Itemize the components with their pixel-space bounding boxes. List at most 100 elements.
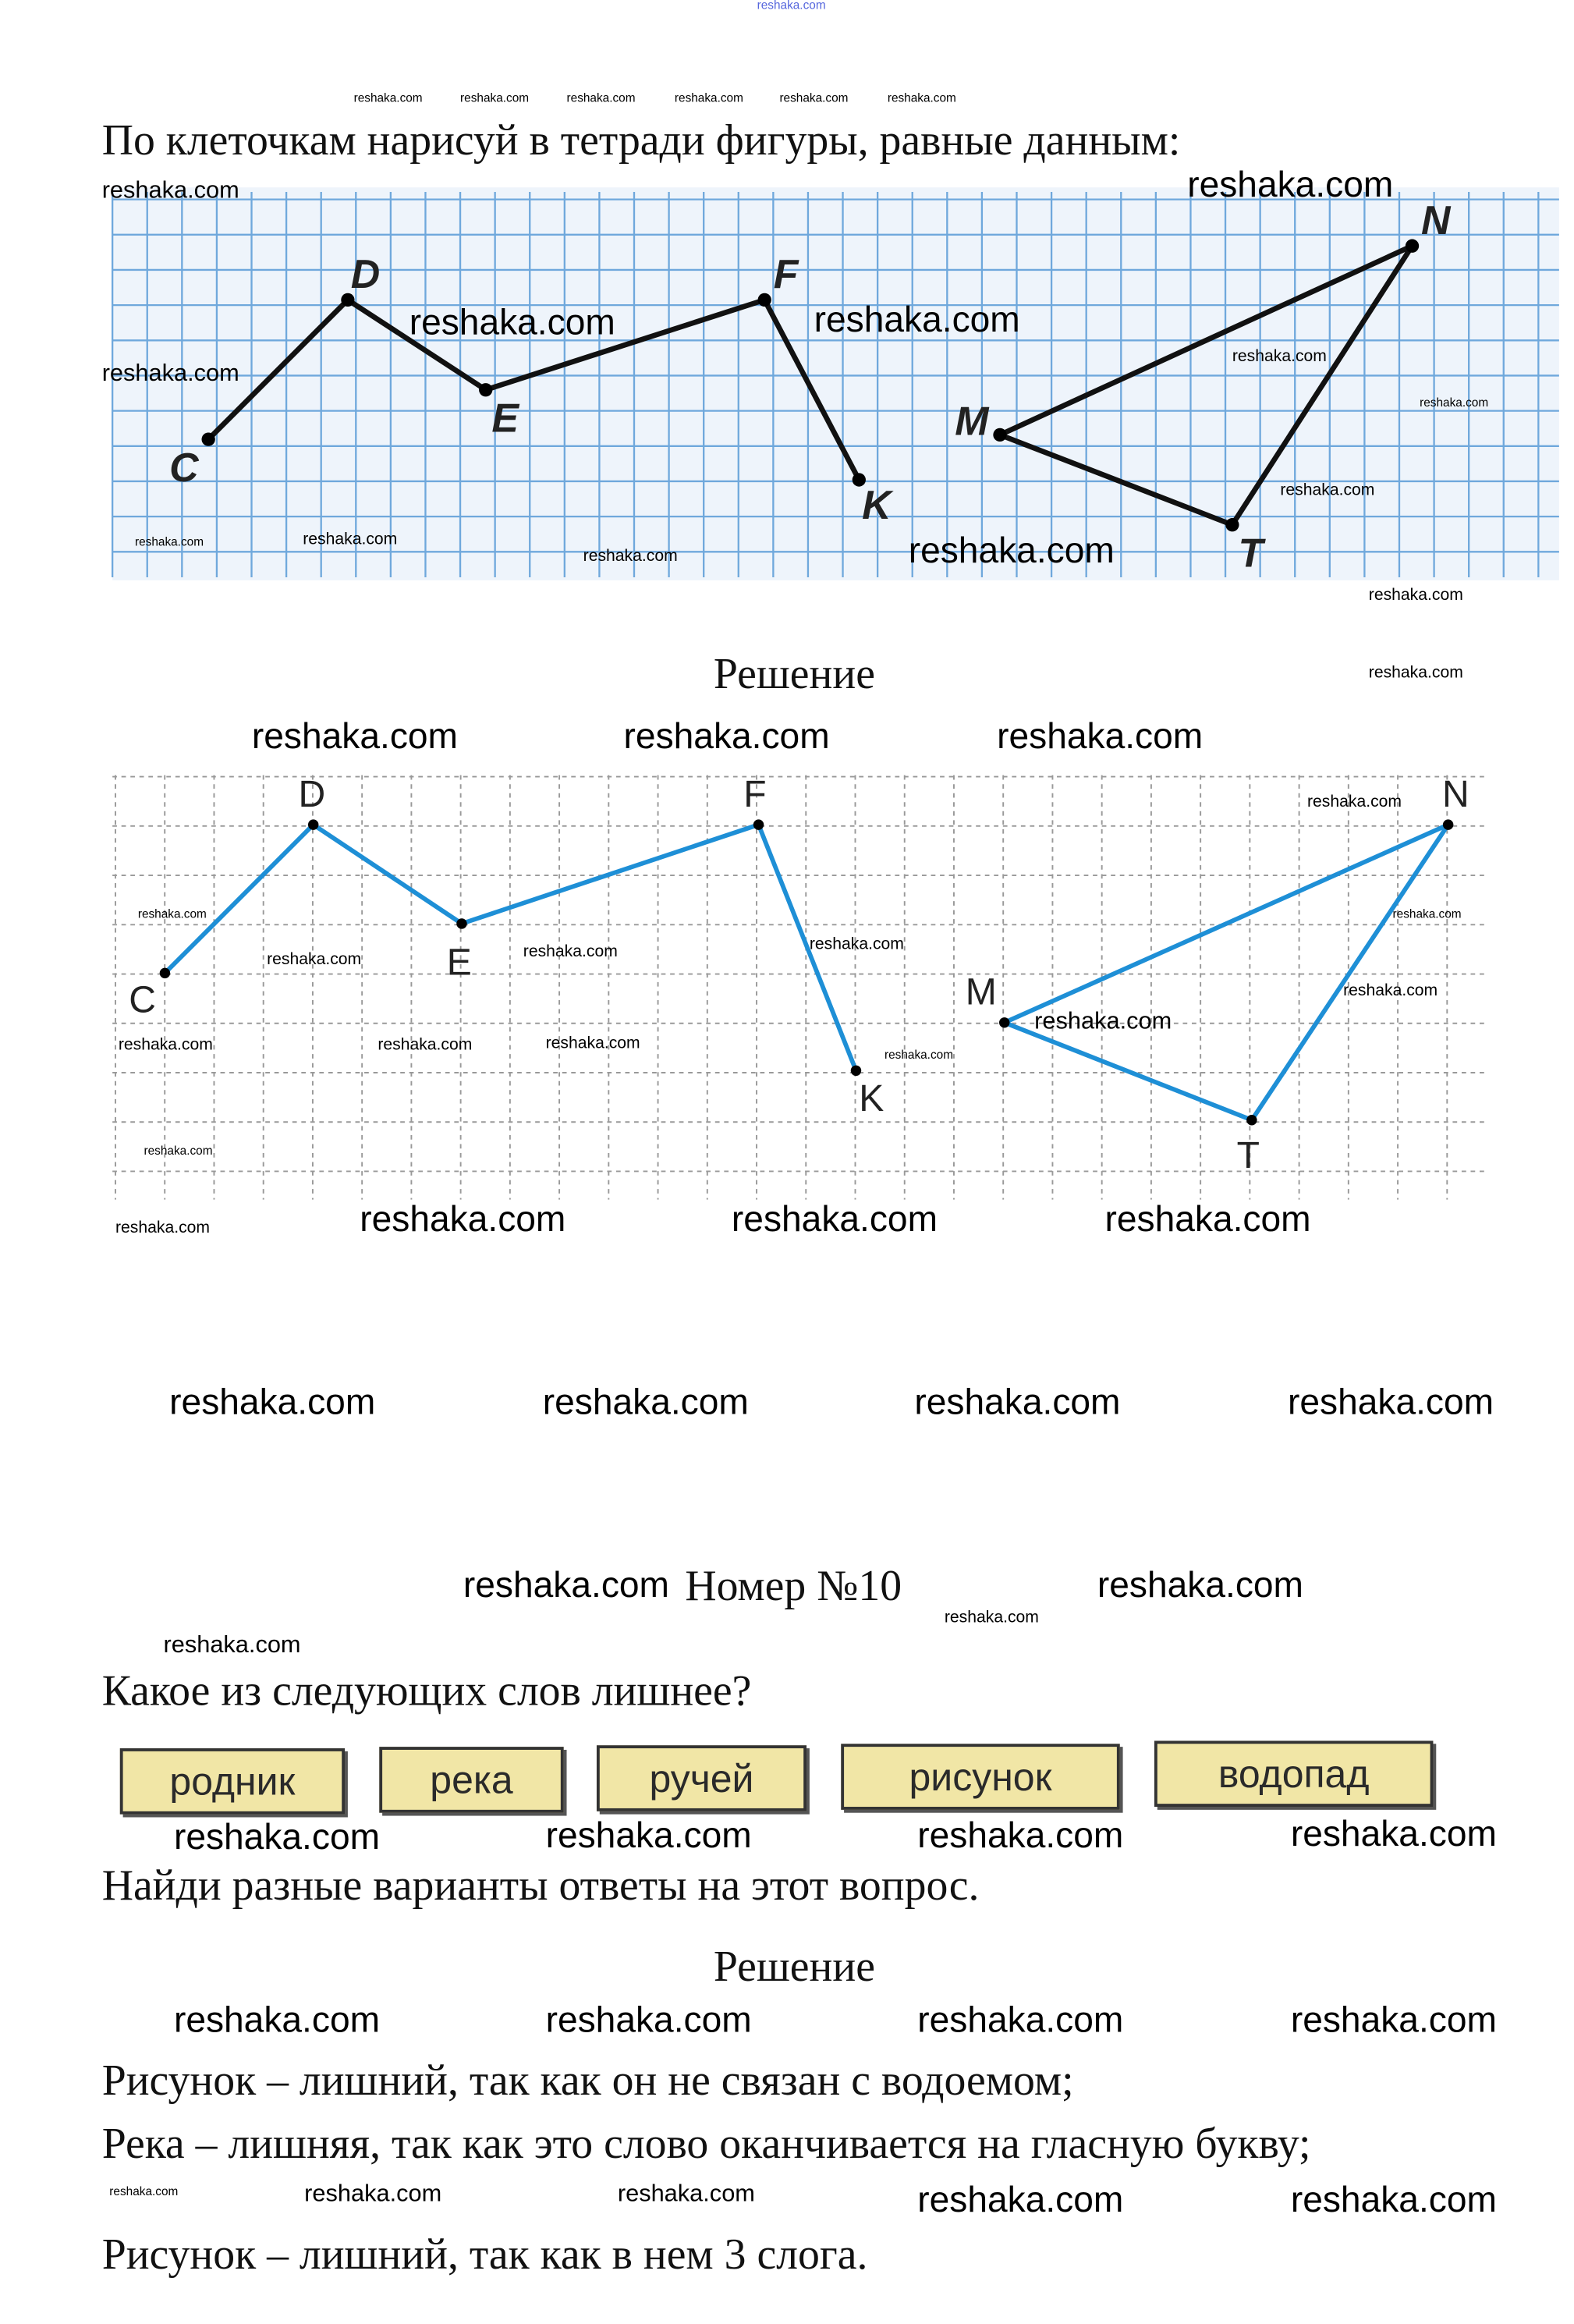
point-label-d: D xyxy=(351,251,380,296)
solution-point-label-n: N xyxy=(1442,774,1469,815)
watermark: reshaka.com xyxy=(917,1999,1124,2041)
watermark: reshaka.com xyxy=(887,91,956,105)
watermark: reshaka.com xyxy=(997,716,1204,758)
grid-background xyxy=(112,187,1559,580)
watermark: reshaka.com xyxy=(251,716,458,758)
word-card-risunok: рисунок xyxy=(841,1744,1120,1810)
watermark: reshaka.com xyxy=(1187,165,1394,206)
point-m xyxy=(993,428,1007,442)
watermark: reshaka.com xyxy=(303,530,398,549)
solution-point-label-d: D xyxy=(298,774,325,815)
watermark: reshaka.com xyxy=(144,1144,213,1158)
watermark: reshaka.com xyxy=(809,935,904,954)
watermark: reshaka.com xyxy=(1290,1814,1497,1855)
watermark: reshaka.com xyxy=(583,547,678,566)
solution-point-label-k: K xyxy=(859,1078,884,1119)
watermark: reshaka.com xyxy=(118,1036,213,1055)
task2-number: Номер №10 xyxy=(685,1562,902,1611)
point-label-k: K xyxy=(862,482,894,527)
watermark: reshaka.com xyxy=(814,300,1020,341)
watermark: reshaka.com xyxy=(137,907,207,921)
task2-question: Какое из следующих слов лишнее? xyxy=(101,1667,752,1716)
watermark: reshaka.com xyxy=(1368,586,1463,605)
solution-point-k xyxy=(850,1065,862,1077)
watermark: reshaka.com xyxy=(101,178,239,204)
watermark: reshaka.com xyxy=(1420,396,1489,410)
watermark: reshaka.com xyxy=(545,1999,752,2041)
watermark: reshaka.com xyxy=(1368,664,1463,683)
watermark: reshaka.com xyxy=(523,942,618,962)
point-f xyxy=(757,293,771,307)
watermark: reshaka.com xyxy=(173,1817,381,1858)
solution-point-c xyxy=(159,967,171,979)
watermark: reshaka.com xyxy=(1280,481,1375,500)
solution-point-label-f: F xyxy=(743,774,766,815)
watermark: reshaka.com xyxy=(378,1036,473,1055)
watermark: reshaka.com xyxy=(360,1199,566,1240)
answer-1: Рисунок – лишний, так как он не связан с… xyxy=(101,2056,1074,2106)
watermark: reshaka.com xyxy=(674,91,743,105)
point-t xyxy=(1225,518,1239,532)
watermark: reshaka.com xyxy=(1290,1999,1497,2041)
watermark: reshaka.com xyxy=(169,1382,376,1423)
watermark: reshaka.com xyxy=(163,1633,301,1659)
answer-2: Река – лишняя, так как это слово оканчив… xyxy=(101,2120,1311,2169)
point-n xyxy=(1405,239,1420,253)
solution-point-label-m: M xyxy=(966,972,997,1013)
watermark: reshaka.com xyxy=(1287,1382,1494,1423)
watermark: reshaka.com xyxy=(779,91,849,105)
solution-point-label-t: T xyxy=(1237,1135,1260,1176)
watermark: reshaka.com xyxy=(917,2180,1124,2221)
watermark: reshaka.com xyxy=(617,2181,755,2208)
point-label-c: C xyxy=(169,445,200,490)
watermark: reshaka.com xyxy=(914,1382,1121,1423)
point-label-t: T xyxy=(1239,530,1267,576)
watermark: reshaka.com xyxy=(944,1609,1039,1627)
point-label-f: F xyxy=(774,251,799,296)
solution-triangle-mnt xyxy=(1001,822,1451,1123)
point-label-m: M xyxy=(955,398,990,443)
watermark: reshaka.com xyxy=(134,535,204,549)
watermark: reshaka.com xyxy=(917,1815,1124,1857)
watermark: reshaka.com xyxy=(173,1999,381,2041)
watermark: reshaka.com xyxy=(1392,907,1462,921)
watermark: reshaka.com xyxy=(1104,1199,1311,1240)
watermark: reshaka.com xyxy=(267,950,362,969)
point-k xyxy=(852,473,866,487)
word-card-ruchei: ручей xyxy=(596,1745,807,1811)
watermark: reshaka.com xyxy=(460,91,530,105)
watermark: reshaka.com xyxy=(304,2181,442,2208)
solution-point-label-c: C xyxy=(129,979,156,1020)
watermark: reshaka.com xyxy=(1290,2180,1497,2221)
word-card-rodnik: родник xyxy=(119,1748,346,1815)
watermark: reshaka.com xyxy=(409,303,615,344)
watermark: reshaka.com xyxy=(545,1815,752,1857)
watermark: reshaka.com xyxy=(908,530,1115,572)
solution-point-d xyxy=(307,819,319,830)
point-e xyxy=(479,383,493,397)
watermark: reshaka.com xyxy=(545,1034,640,1053)
watermark: reshaka.com xyxy=(115,1219,211,1237)
word-card-reka: река xyxy=(379,1747,564,1813)
watermark: reshaka.com xyxy=(101,361,239,387)
watermark: reshaka.com xyxy=(884,1048,954,1062)
word-card-vodopad: водопад xyxy=(1154,1740,1434,1808)
watermark: reshaka.com xyxy=(542,1382,749,1423)
solution-point-n xyxy=(1442,819,1454,830)
watermark: reshaka.com xyxy=(1034,1009,1172,1035)
watermark: reshaka.com xyxy=(757,0,826,12)
answer-3: Рисунок – лишний, так как в нем 3 слога. xyxy=(101,2230,868,2280)
solution-point-label-e: E xyxy=(447,942,472,983)
watermark: reshaka.com xyxy=(1232,347,1327,366)
task1-title: По клеточкам нарисуй в тетради фигуры, р… xyxy=(101,116,1181,165)
watermark: reshaka.com xyxy=(623,716,830,758)
task2-instruction: Найди разные варианты ответы на этот воп… xyxy=(101,1862,980,1911)
watermark: reshaka.com xyxy=(1097,1565,1303,1606)
point-label-e: E xyxy=(491,396,519,441)
solution-point-m xyxy=(999,1017,1010,1028)
watermark: reshaka.com xyxy=(353,91,423,105)
watermark: reshaka.com xyxy=(109,2184,179,2198)
point-label-n: N xyxy=(1421,197,1452,243)
